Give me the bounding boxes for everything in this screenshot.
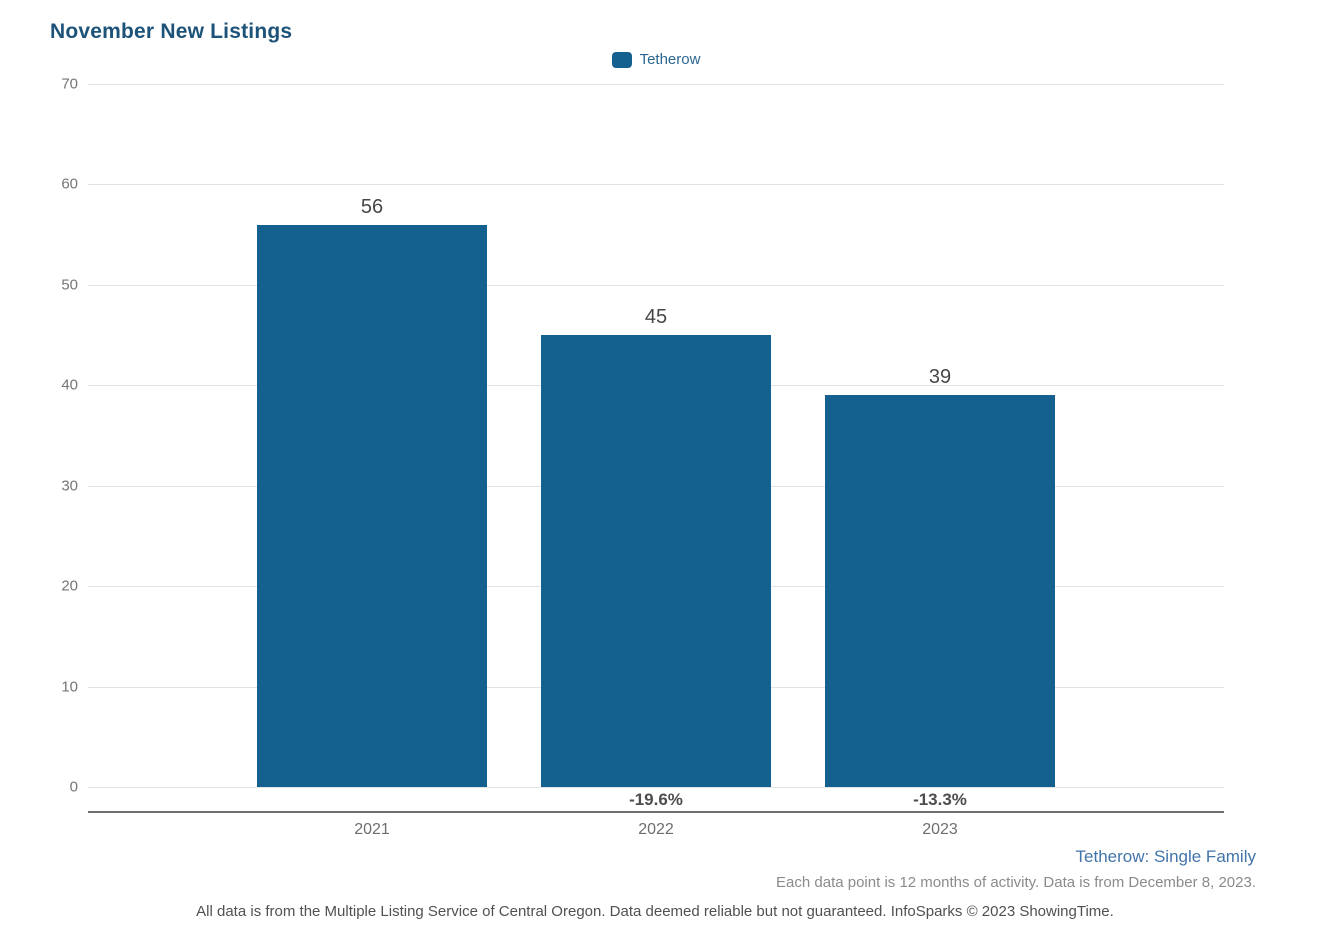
y-tick-label-30: 30 xyxy=(61,477,78,495)
bar-2023[interactable] xyxy=(825,395,1055,787)
bar-value-label-2021: 56 xyxy=(360,195,384,218)
bar-value-label-2022: 45 xyxy=(644,306,668,329)
bar-2022[interactable] xyxy=(541,335,771,787)
gridline-y-0 xyxy=(88,787,1224,788)
bar-value-label-2023: 39 xyxy=(928,366,952,389)
x-axis-label-2021: 2021 xyxy=(354,821,390,838)
legend-label-tetherow[interactable]: Tetherow xyxy=(639,51,701,68)
y-tick-label-10: 10 xyxy=(61,678,78,696)
plot-area: 56 45 39 xyxy=(88,84,1224,788)
gridline-y-60 xyxy=(88,184,1224,186)
y-tick-label-40: 40 xyxy=(61,376,78,394)
data-date-footnote: Each data point is 12 months of activity… xyxy=(776,874,1256,891)
y-tick-label-0: 0 xyxy=(69,778,78,796)
series-footnote[interactable]: Tetherow: Single Family xyxy=(1075,847,1256,866)
legend: Tetherow xyxy=(88,51,1224,68)
pct-change-label-2022: -19.6% xyxy=(629,790,683,809)
disclaimer-footnote: All data is from the Multiple Listing Se… xyxy=(196,903,1114,920)
x-axis-label-2023: 2023 xyxy=(922,821,958,838)
y-tick-label-70: 70 xyxy=(61,75,78,93)
pct-change-label-2023: -13.3% xyxy=(913,790,967,809)
chart-title: November New Listings xyxy=(50,20,293,43)
legend-swatch-tetherow[interactable] xyxy=(611,51,632,68)
gridline-y-50 xyxy=(88,284,1224,286)
y-tick-label-50: 50 xyxy=(61,276,78,294)
x-axis-label-2022: 2022 xyxy=(638,821,674,838)
y-tick-label-60: 60 xyxy=(61,175,78,193)
x-axis-line xyxy=(88,811,1224,813)
y-tick-label-20: 20 xyxy=(61,577,78,595)
bar-2021[interactable] xyxy=(257,224,487,787)
gridline-y-70 xyxy=(88,84,1224,85)
